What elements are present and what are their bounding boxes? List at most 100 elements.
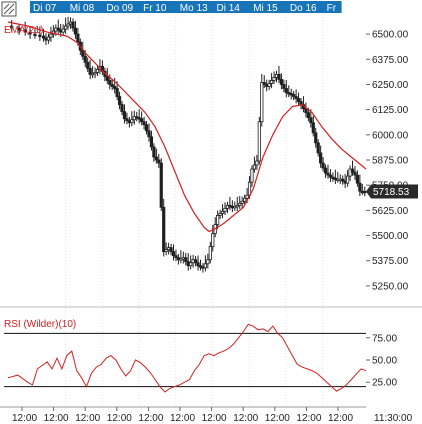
candle: [314, 127, 318, 148]
candle-body: [86, 61, 90, 69]
candle: [61, 24, 65, 36]
candle-body: [343, 180, 347, 184]
candle: [363, 186, 367, 197]
candle-body: [189, 262, 193, 267]
candle-body: [272, 76, 276, 81]
day-tab-bg: [176, 1, 215, 13]
candle: [157, 153, 161, 168]
candle: [64, 17, 68, 34]
candle-body: [265, 84, 269, 87]
rsi-line: [7, 323, 367, 393]
candle-body: [120, 104, 124, 113]
candle: [184, 252, 188, 266]
day-tab: Fr 10: [140, 1, 179, 14]
candle: [220, 204, 225, 219]
candle: [358, 174, 362, 197]
candle: [164, 242, 168, 256]
candle: [174, 249, 178, 262]
last-price-label: 5718.53: [373, 187, 410, 198]
candle-body: [54, 27, 58, 32]
candle-body: [206, 259, 210, 265]
candle-body: [38, 34, 42, 37]
rsi-tick-label: 25.00: [372, 378, 397, 389]
candle-body: [10, 25, 14, 29]
candle-body: [279, 79, 284, 85]
candle: [279, 73, 284, 90]
price-tick-label: 6000.00: [372, 130, 409, 141]
candle-body: [17, 27, 21, 31]
candle-body: [309, 117, 313, 124]
candle-body: [115, 88, 119, 97]
day-tab: Do 16: [286, 1, 325, 14]
day-tab-bg: [250, 1, 289, 13]
last-price-box: [366, 184, 418, 199]
candle-body: [321, 162, 325, 169]
ema-line: [7, 21, 367, 233]
candle-body: [93, 71, 97, 75]
last-price-badge: 5718.53: [366, 184, 418, 199]
candle: [46, 33, 51, 44]
day-tab-bg: [286, 1, 325, 13]
price-tick-label: 6125.00: [372, 105, 409, 116]
candle-body: [71, 21, 75, 29]
rsi-tick-label: 50.00: [372, 356, 397, 367]
candle-body: [181, 257, 185, 260]
candle: [86, 57, 90, 72]
candle-body: [184, 257, 188, 263]
candle-body: [331, 176, 335, 180]
candle: [262, 75, 266, 89]
candle: [71, 18, 75, 32]
candle: [140, 111, 144, 126]
candle-body: [191, 259, 195, 264]
candle-body: [326, 172, 330, 176]
candle-body: [76, 33, 80, 43]
candle: [216, 210, 220, 230]
candle-body: [174, 255, 178, 259]
day-tab: Mo 13: [176, 1, 215, 14]
candle-body: [196, 262, 200, 267]
candle-body: [193, 259, 198, 264]
candle-body: [284, 88, 288, 93]
candle-body: [122, 111, 127, 120]
candle-body: [110, 84, 114, 87]
candle-body: [250, 168, 254, 183]
candle-body: [262, 82, 266, 85]
candle-body: [277, 73, 281, 80]
candle: [284, 80, 288, 98]
candle: [223, 202, 227, 215]
candle-body: [240, 200, 244, 204]
candle-body: [220, 210, 225, 214]
price-tick-label: 5375.00: [372, 256, 409, 267]
candle: [255, 154, 259, 170]
candle-body: [311, 122, 315, 134]
candle: [355, 170, 360, 187]
candle-body: [233, 205, 237, 209]
day-tab: Do 09: [103, 1, 142, 14]
candle: [93, 67, 97, 79]
day-tab-label: Fr 10: [143, 3, 167, 14]
candle-body: [171, 251, 176, 257]
day-tab: Di 07: [30, 1, 68, 14]
candle-body: [164, 249, 168, 253]
day-tab: Mi 15: [250, 1, 289, 14]
price-tick-label: 5250.00: [372, 281, 409, 292]
candle-body: [225, 204, 230, 209]
candle-body: [218, 212, 222, 216]
candle-body: [203, 263, 207, 269]
candle-body: [41, 35, 46, 39]
day-tab-bg: [30, 1, 68, 13]
candle-body: [132, 116, 136, 121]
time-tick-label: 11:30:00: [374, 413, 413, 424]
candle-body: [135, 116, 139, 119]
candle-body: [28, 31, 32, 35]
candle-body: [223, 207, 227, 212]
candle: [257, 116, 261, 165]
rsi-panel: RSI (Wilder)(10) 75.00 50.00 25.00: [4, 319, 397, 393]
candle-body: [46, 36, 51, 41]
candle: [292, 90, 296, 101]
candle-body: [306, 112, 310, 119]
time-tick-label: 12:00: [75, 413, 100, 424]
candle: [10, 19, 14, 32]
rsi-reference-lines: [4, 332, 366, 388]
